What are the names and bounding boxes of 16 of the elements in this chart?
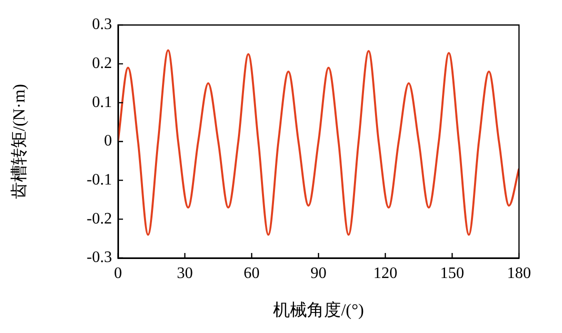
x-tick-label: 60 [244, 264, 260, 282]
y-axis-title: 齿槽转矩/(N·m) [10, 84, 29, 200]
y-tick-label: 0.1 [92, 94, 112, 111]
y-tick-label: 0.3 [92, 16, 112, 34]
x-tick-label: 120 [373, 264, 398, 282]
y-tick-label: -0.3 [86, 249, 112, 266]
x-tick-label: 150 [440, 264, 464, 282]
x-axis-title: 机械角度/(°) [273, 300, 364, 320]
line-series [118, 49, 519, 236]
y-tick-label: -0.2 [86, 210, 112, 228]
y-tick-label: -0.1 [86, 172, 112, 189]
y-tick-label: 0 [104, 132, 112, 150]
y-tick-label: 0.2 [92, 55, 112, 72]
x-tick-label: 180 [507, 264, 531, 282]
x-tick-label: 90 [310, 264, 326, 282]
x-tick-label: 30 [176, 264, 193, 282]
